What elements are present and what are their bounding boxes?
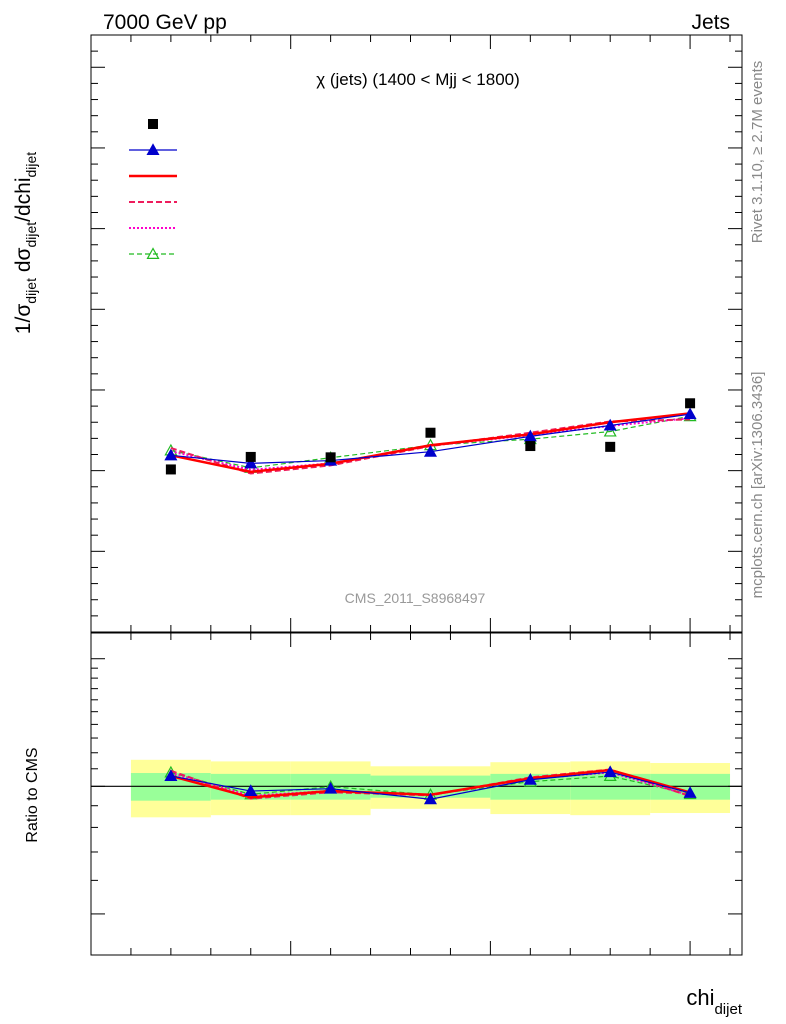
header-process-label: Jets xyxy=(691,11,730,34)
cms-data-point xyxy=(685,398,696,409)
ratio-series-lines xyxy=(164,765,697,805)
analysis-id-label: CMS_2011_S8968497 xyxy=(345,590,486,606)
main-series-lines xyxy=(164,398,697,475)
cms-data-point xyxy=(425,427,436,438)
main-plot-frame xyxy=(90,34,743,633)
cms-data-point xyxy=(165,464,176,475)
series-point xyxy=(523,429,537,442)
main-y-axis-label: 1/σdijet dσdijet/dchidijet xyxy=(12,152,39,334)
series-point xyxy=(683,407,697,420)
series-point xyxy=(164,448,178,461)
legend-marker xyxy=(146,247,160,259)
ratio-point xyxy=(603,765,617,778)
cms-data-point xyxy=(245,451,256,462)
ratio-point xyxy=(683,786,697,798)
mcplots-label: mcplots.cern.ch [arXiv:1306.3436] xyxy=(749,372,766,599)
series-point xyxy=(244,456,258,469)
cms-data-point xyxy=(325,452,336,463)
ylabel-mid: dσ xyxy=(12,248,35,279)
xlabel-main: chi xyxy=(686,985,714,1010)
cms-data-point xyxy=(525,441,536,452)
ratio-point xyxy=(244,784,258,797)
x-axis-label: chidijet xyxy=(686,985,742,1018)
series-point xyxy=(603,418,617,431)
legend-marker xyxy=(146,143,160,155)
ratio-point xyxy=(423,792,437,805)
xlabel-sub: dijet xyxy=(714,1001,742,1018)
ratio-plot-frame xyxy=(90,632,743,956)
ratio-point xyxy=(164,769,178,781)
legend xyxy=(129,119,177,259)
ylabel-suffix: /dchi xyxy=(12,177,35,221)
ylabel-sub3: dijet xyxy=(23,152,39,178)
ratio-point xyxy=(324,781,338,794)
ylabel-prefix: 1/σ xyxy=(12,304,35,335)
series-point xyxy=(603,424,617,437)
rivet-version-label: Rivet 3.1.10, ≥ 2.7M events xyxy=(749,61,766,244)
ratio-uncertainty-bands xyxy=(91,759,742,818)
ratio-point xyxy=(523,773,537,785)
ylabel-sub2: dijet xyxy=(23,222,39,248)
chart-title: χ (jets) (1400 < Mjj < 1800) xyxy=(316,70,520,89)
ylabel-sub1: dijet xyxy=(23,278,39,304)
series-point xyxy=(423,444,437,457)
legend-marker-cms xyxy=(148,119,158,129)
header-energy-label: 7000 GeV pp xyxy=(103,11,227,34)
ratio-y-axis-label: Ratio to CMS xyxy=(24,747,41,842)
cms-data-point xyxy=(605,441,616,452)
axis-ticks xyxy=(90,34,742,955)
